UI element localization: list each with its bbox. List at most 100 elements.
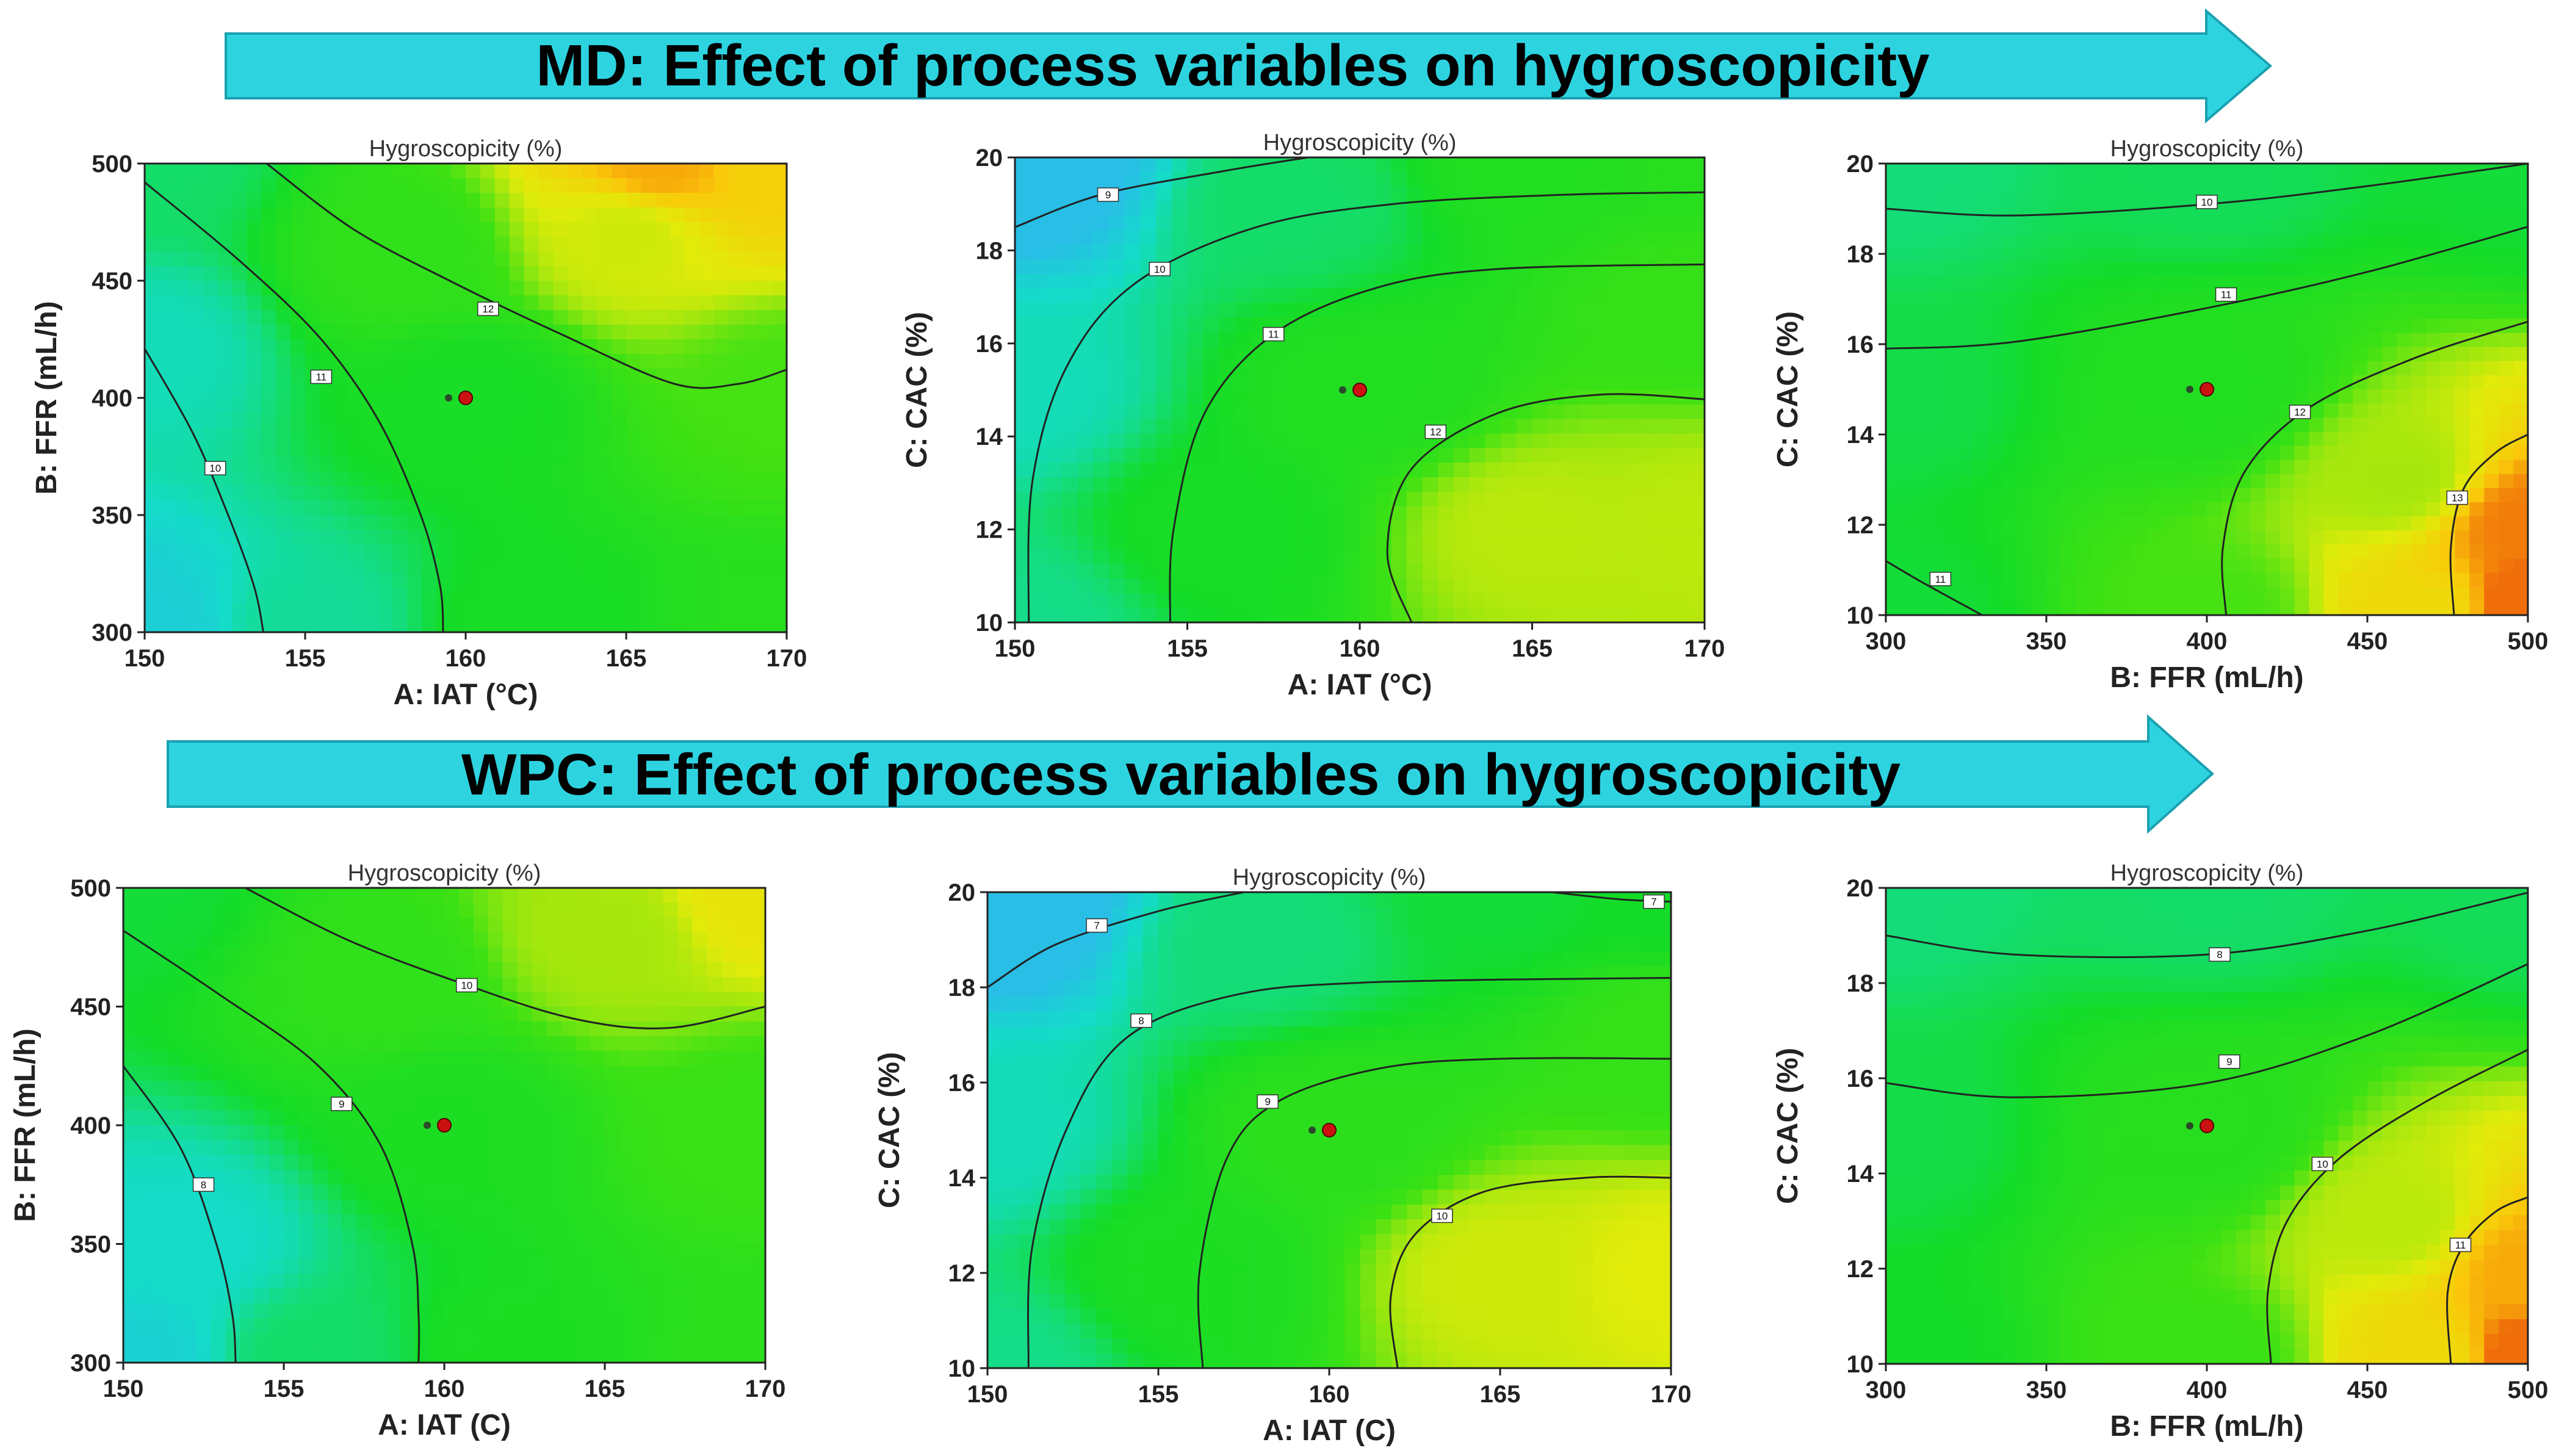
field-cell	[305, 325, 320, 340]
field-cell	[363, 500, 379, 516]
field-cell	[1375, 361, 1392, 376]
field-cell	[1046, 331, 1063, 347]
field-cell	[1375, 463, 1392, 478]
field-cell	[1030, 346, 1047, 362]
field-cell	[392, 574, 408, 589]
field-cell	[597, 471, 612, 486]
field-cell	[334, 486, 350, 501]
field-cell	[2513, 192, 2528, 207]
field-cell	[553, 193, 569, 208]
field-cell	[1501, 375, 1517, 391]
field-cell	[1281, 491, 1298, 507]
field-cell	[494, 251, 510, 267]
field-cell	[2178, 164, 2193, 178]
field-cell	[1501, 549, 1517, 565]
field-cell	[1156, 433, 1172, 449]
field-cell	[1469, 564, 1486, 580]
field-cell	[152, 1303, 168, 1319]
field-cell	[2440, 305, 2456, 320]
field-cell	[1046, 259, 1063, 275]
field-cell	[1516, 303, 1533, 318]
field-cell	[392, 500, 408, 516]
field-cell	[1973, 417, 1989, 433]
field-cell	[334, 530, 350, 545]
field-cell	[181, 1258, 197, 1274]
field-cell	[2178, 516, 2193, 532]
field-cell	[2411, 375, 2427, 390]
field-cell	[2455, 586, 2471, 602]
field-cell	[261, 427, 276, 442]
field-cell	[2134, 544, 2149, 560]
field-cell	[173, 339, 189, 355]
field-cell	[188, 325, 204, 340]
field-cell	[1218, 506, 1235, 522]
field-cell	[1915, 262, 1930, 277]
field-cell	[2075, 347, 2091, 362]
field-cell	[2367, 403, 2383, 419]
field-cell	[670, 588, 685, 604]
field-cell	[276, 471, 291, 486]
field-cell	[2119, 361, 2135, 376]
field-cell	[553, 618, 569, 632]
field-cell	[298, 992, 314, 1007]
field-cell	[451, 427, 466, 442]
field-cell	[1297, 317, 1313, 333]
field-cell	[1360, 303, 1376, 318]
field-cell	[386, 1081, 402, 1097]
field-cell	[196, 1051, 212, 1067]
field-cell	[319, 515, 335, 530]
field-cell	[2381, 460, 2397, 475]
field-cell	[2279, 248, 2295, 263]
field-cell	[2060, 417, 2076, 433]
field-cell	[1077, 578, 1094, 594]
field-cell	[2499, 417, 2514, 433]
field-cell	[1958, 276, 1974, 291]
field-cell	[1124, 303, 1141, 318]
field-cell	[1485, 288, 1501, 303]
field-cell	[203, 164, 218, 179]
field-cell	[1265, 521, 1282, 536]
field-cell	[232, 325, 248, 340]
field-cell	[1501, 331, 1517, 347]
y-tick-label: 16	[976, 331, 1003, 358]
field-cell	[1516, 593, 1533, 608]
field-cell	[2250, 403, 2266, 419]
field-cell	[1579, 477, 1596, 492]
field-cell	[494, 325, 510, 340]
field-cell	[2513, 474, 2528, 489]
field-cell	[1563, 303, 1580, 318]
field-cell	[1030, 186, 1047, 202]
field-cell	[334, 427, 350, 442]
field-cell	[713, 618, 729, 632]
field-cell	[422, 456, 437, 472]
field-cell	[2250, 431, 2266, 447]
field-cell	[240, 1303, 255, 1319]
field-cell	[247, 178, 262, 193]
field-cell	[1673, 375, 1690, 391]
field-cell	[655, 251, 671, 267]
field-cell	[378, 222, 394, 237]
field-cell	[145, 442, 160, 457]
field-cell	[2163, 290, 2178, 306]
field-cell	[524, 471, 540, 486]
field-cell	[276, 354, 291, 369]
field-cell	[2075, 460, 2091, 475]
field-cell	[2367, 276, 2383, 291]
field-cell	[348, 354, 364, 369]
field-cell	[480, 369, 496, 384]
field-cell	[407, 266, 423, 281]
field-cell	[1328, 244, 1345, 260]
field-cell	[334, 178, 350, 193]
field-cell	[2046, 445, 2062, 461]
field-cell	[291, 193, 306, 208]
field-cell	[1886, 600, 1901, 615]
field-cell	[1234, 201, 1251, 217]
field-cell	[684, 427, 700, 442]
field-cell	[1046, 171, 1063, 187]
field-cell	[1973, 389, 1989, 404]
field-cell	[612, 515, 627, 530]
field-cell	[670, 559, 685, 574]
field-cell	[1657, 463, 1674, 478]
field-cell	[1234, 186, 1251, 202]
field-cell	[728, 207, 744, 223]
